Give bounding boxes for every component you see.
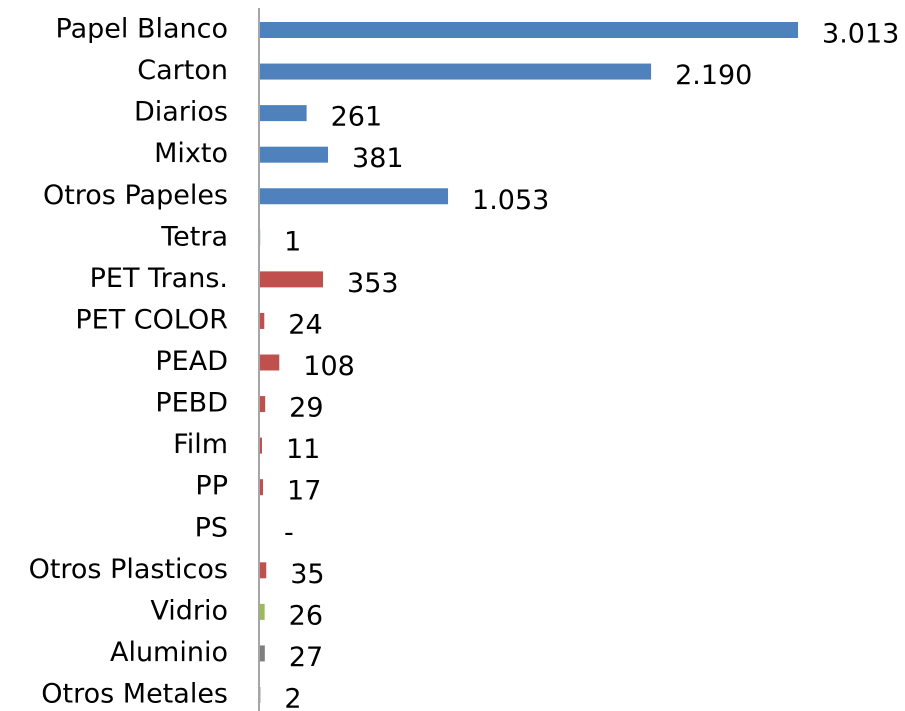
data-label: 35 [290,559,324,590]
data-label: 26 [289,600,323,631]
y-tick-label: PET COLOR [75,304,228,335]
data-label: 27 [289,642,323,673]
data-label: 2.190 [675,60,752,91]
y-tick-label: Diarios [134,97,228,128]
y-tick-label: PP [195,471,228,502]
data-label: 24 [288,309,322,340]
data-label: 17 [287,476,321,507]
y-tick-label: Mixto [154,138,228,169]
y-tick-label: PS [195,512,228,543]
y-tick-label: PEAD [155,346,228,377]
bar [260,312,265,329]
y-tick-label: PET Trans. [90,263,228,294]
y-tick-label: Aluminio [110,637,228,668]
y-tick-label: Tetra [160,221,228,252]
data-label: 1 [284,226,301,257]
bar [260,105,307,122]
bar [260,354,280,371]
bar [260,562,267,579]
data-label: 108 [303,351,355,382]
y-tick-label: Otros Plasticos [29,554,228,585]
bar [260,603,265,620]
data-label: 3.013 [822,19,899,50]
y-tick-label: Otros Papeles [43,180,228,211]
y-tick-label: Film [173,429,228,460]
bar [260,63,652,80]
y-tick-label: Otros Metales [41,679,228,710]
y-tick-label: Papel Blanco [56,14,229,45]
bar [260,645,265,662]
data-label: 1.053 [472,185,549,216]
data-label: 2 [284,684,301,711]
y-tick-label: Carton [137,55,228,86]
bar [260,479,264,496]
data-label: 11 [286,434,320,465]
bar [260,437,262,454]
bar [260,22,799,38]
y-tick-label: Vidrio [150,595,228,626]
bar [260,146,329,163]
data-label: 29 [289,393,323,424]
bar [260,396,266,413]
data-label: 261 [331,102,383,133]
bar [260,271,324,288]
data-label: 353 [347,268,399,299]
bar [260,188,449,205]
y-tick-label: PEBD [155,388,228,419]
data-label: 381 [352,143,404,174]
data-label: - [284,517,294,548]
